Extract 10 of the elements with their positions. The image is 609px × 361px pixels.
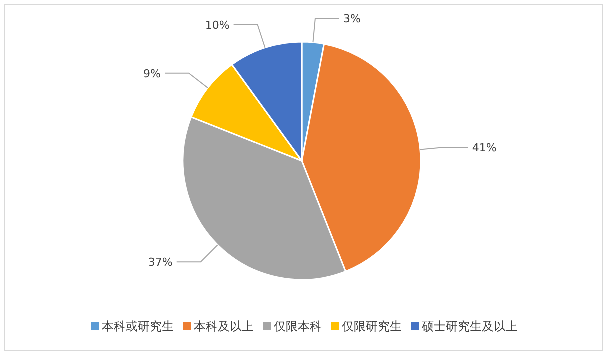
data-label: 10% xyxy=(205,19,230,32)
legend-label: 仅限本科 xyxy=(274,320,322,334)
legend-label: 仅限研究生 xyxy=(342,320,402,334)
legend-label: 硕士研究生及以上 xyxy=(421,320,518,334)
data-label: 9% xyxy=(144,67,162,80)
data-label: 3% xyxy=(343,12,361,26)
legend-label: 本科或研究生 xyxy=(102,320,174,334)
data-label: 37% xyxy=(148,256,173,270)
data-label: 41% xyxy=(472,142,497,155)
legend-label: 本科及以上 xyxy=(194,320,254,334)
